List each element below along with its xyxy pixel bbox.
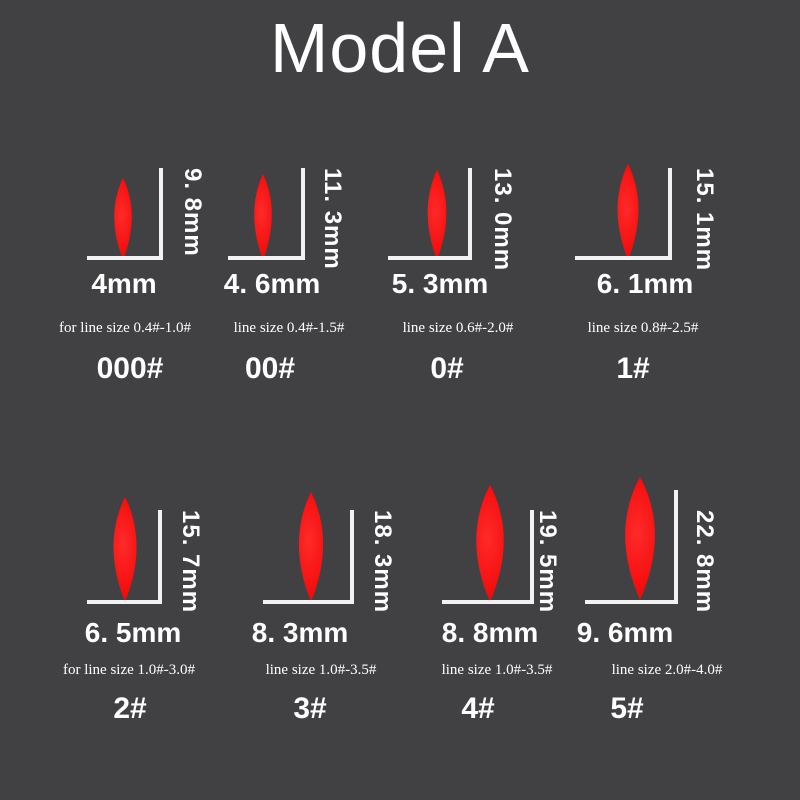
size-label: 00# (244, 352, 296, 385)
height-dimension-line (301, 168, 305, 260)
width-dimension-line (263, 600, 354, 604)
width-dimension-line (442, 600, 534, 604)
width-dimension-line (575, 256, 672, 260)
width-label: 8. 8mm (441, 617, 539, 648)
height-label: 22. 8mm (691, 510, 718, 614)
width-label: 8. 3mm (251, 617, 349, 648)
height-label: 15. 7mm (177, 510, 204, 614)
height-dimension-line (674, 490, 678, 604)
width-dimension-line (585, 600, 678, 604)
line-size-text: line size 1.0#-3.5# (441, 662, 553, 678)
height-label: 9. 8mm (179, 168, 206, 257)
line-size-text: line size 1.0#-3.5# (265, 662, 377, 678)
red-float-bead (247, 174, 279, 260)
red-float-bead (289, 492, 333, 602)
height-dimension-line (468, 168, 472, 260)
size-label: 0# (430, 352, 464, 385)
width-label: 5. 3mm (391, 268, 489, 299)
page-title: Model A (270, 9, 530, 87)
height-label: 11. 3mm (319, 168, 346, 270)
red-float-bead (465, 485, 515, 602)
width-label: 9. 6mm (576, 617, 674, 648)
height-dimension-line (530, 510, 534, 604)
height-label: 15. 1mm (691, 168, 718, 272)
size-label: 5# (610, 692, 644, 725)
line-size-text: for line size 1.0#-3.0# (62, 662, 196, 678)
red-float-bead (104, 497, 146, 602)
red-float-bead (107, 178, 139, 260)
red-float-bead (609, 164, 647, 260)
height-dimension-line (350, 510, 354, 604)
height-dimension-line (158, 510, 162, 604)
line-size-text: line size 2.0#-4.0# (611, 662, 723, 678)
height-label: 13. 0mm (489, 168, 516, 272)
width-label: 6. 1mm (596, 268, 694, 299)
line-size-text: line size 0.4#-1.5# (233, 320, 345, 336)
size-label: 1# (616, 352, 650, 385)
line-size-text: for line size 0.4#-1.0# (58, 320, 192, 336)
width-dimension-line (87, 256, 163, 260)
width-dimension-line (228, 256, 305, 260)
line-size-text: line size 0.6#-2.0# (402, 320, 514, 336)
width-dimension-line (388, 256, 472, 260)
size-label: 4# (461, 692, 495, 725)
red-float-bead (420, 170, 454, 260)
width-label: 4mm (91, 268, 157, 299)
width-label: 6. 5mm (84, 617, 182, 648)
size-label: 2# (113, 692, 147, 725)
line-size-text: line size 0.8#-2.5# (587, 320, 699, 336)
height-dimension-line (159, 168, 163, 260)
width-dimension-line (87, 600, 162, 604)
size-label: 000# (96, 352, 164, 385)
width-label: 4. 6mm (223, 268, 321, 299)
red-float-bead (613, 477, 667, 600)
height-dimension-line (668, 168, 672, 260)
size-label: 3# (293, 692, 327, 725)
height-label: 18. 3mm (369, 510, 396, 614)
height-label: 19. 5mm (534, 510, 561, 614)
